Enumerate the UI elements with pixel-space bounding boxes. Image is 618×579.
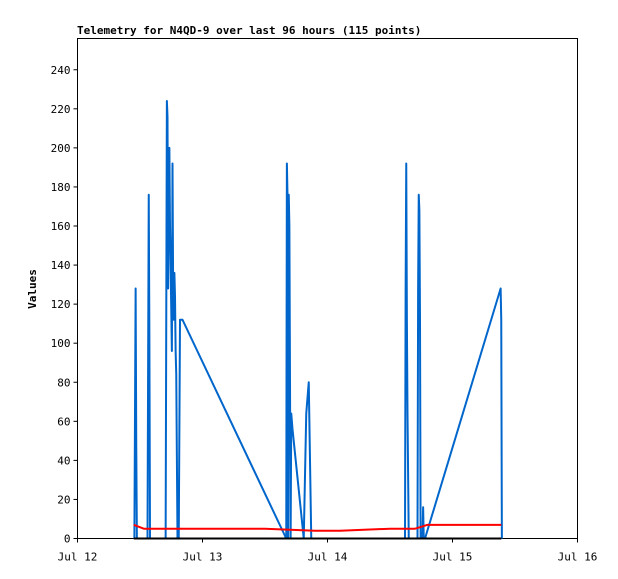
y-tick-label: 80 [57, 376, 70, 389]
y-tick-label: 220 [51, 103, 71, 116]
x-tick-label: Jul 13 [183, 551, 223, 564]
series-line-2 [133, 523, 502, 532]
y-tick-label: 180 [51, 181, 71, 194]
y-tick-label: 0 [64, 533, 71, 546]
y-tick-label: 40 [57, 454, 70, 467]
x-tick-label: Jul 15 [433, 551, 473, 564]
series-layer [133, 100, 503, 540]
x-axis-ticks: Jul 12 Jul 13 Jul 14 Jul 15 Jul 16 [58, 538, 598, 564]
y-tick-label: 240 [51, 64, 71, 77]
x-tick-label: Jul 12 [58, 551, 98, 564]
y-tick-label: 20 [57, 493, 70, 506]
y-axis-ticks: 0 20 40 60 80 100 120 140 160 180 200 220 240 [51, 64, 78, 546]
x-tick-label: Jul 14 [308, 551, 348, 564]
y-tick-label: 120 [51, 298, 71, 311]
chart-title: Telemetry for N4QD-9 over last 96 hours … [77, 24, 421, 37]
series-line-1 [133, 100, 503, 540]
x-tick-label: Jul 16 [558, 551, 598, 564]
y-axis-label: Values [26, 269, 39, 309]
y-tick-label: 200 [51, 142, 71, 155]
y-tick-label: 140 [51, 259, 71, 272]
y-tick-label: 160 [51, 220, 71, 233]
y-tick-label: 60 [57, 415, 70, 428]
y-tick-label: 100 [51, 337, 71, 350]
